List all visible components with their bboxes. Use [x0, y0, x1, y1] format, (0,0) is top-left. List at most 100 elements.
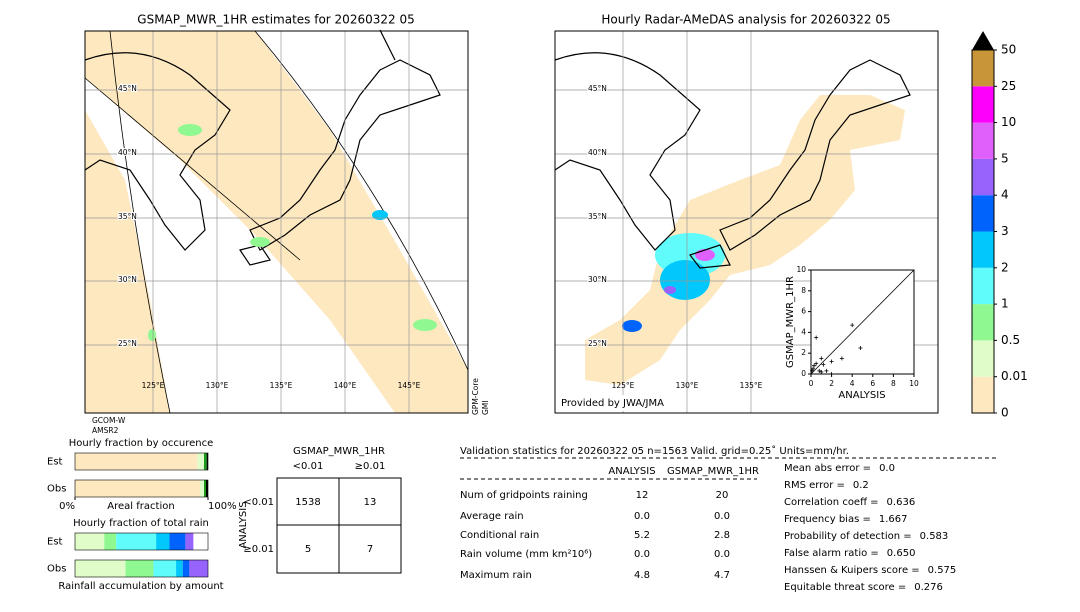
y-axis-label: GSMAP_MWR_1HR	[785, 276, 796, 368]
point	[839, 356, 844, 361]
score-label: Correlation coeff =	[784, 497, 879, 508]
column-header: ANALYSIS	[608, 466, 655, 477]
x-tick-label: 6	[870, 379, 875, 388]
color-band	[972, 340, 994, 377]
score-label: Equitable threat score =	[784, 582, 906, 593]
score-value: 0.583	[920, 531, 949, 542]
lon-label: 130°E	[206, 381, 229, 390]
colorbar-label: 0.5	[1001, 333, 1020, 347]
colorbar-label: 2	[1001, 260, 1009, 274]
y-tick-label: 8	[801, 286, 806, 295]
bar-segment	[176, 560, 183, 577]
stat-value: 0.0	[634, 549, 650, 560]
color-band	[972, 158, 994, 196]
left-map	[84, 29, 469, 414]
score-value: 0.2	[853, 480, 869, 491]
y-tick-label: 6	[801, 307, 806, 316]
stat-label: Num of gridpoints raining	[460, 490, 588, 501]
y-tick-label: 10	[796, 265, 806, 274]
point	[814, 361, 819, 366]
point	[850, 323, 855, 328]
cell: 13	[364, 497, 377, 508]
chart-title: Hourly fraction by occurence	[69, 438, 213, 449]
x-tick-label: 2	[829, 379, 834, 388]
y-tick-label: 4	[801, 327, 806, 336]
bar-segment	[116, 533, 157, 550]
rain	[413, 319, 437, 331]
lon-label: 125°E	[142, 381, 165, 390]
x-tick-label: 4	[850, 379, 855, 388]
bar-frame	[74, 479, 209, 498]
point	[821, 362, 826, 367]
color-band	[972, 376, 994, 413]
rain	[148, 329, 156, 341]
row-header: ≥0.01	[243, 544, 274, 555]
bar-segment	[206, 480, 208, 497]
lat-label: 40°N	[588, 148, 607, 157]
stat-label: Maximum rain	[460, 570, 532, 581]
bar-segment	[197, 453, 205, 470]
contingency-title: GSMAP_MWR_1HR	[293, 446, 385, 457]
score-label: False alarm ratio =	[784, 548, 879, 559]
x-tick-label: 0	[809, 379, 814, 388]
chart-title: Hourly fraction of total rain	[73, 518, 209, 529]
color-band	[972, 86, 994, 123]
lat-label: 30°N	[588, 275, 607, 284]
swath-gap	[85, 78, 395, 413]
bar-segment	[156, 533, 170, 550]
colorbar-label: 4	[1001, 188, 1009, 202]
map-title: GSMAP_MWR_1HR estimates for 20260322 05	[137, 13, 414, 27]
color-band	[972, 122, 994, 159]
colorbar-label: 5	[1001, 151, 1009, 165]
point	[858, 346, 863, 350]
y-tick-label: 0	[801, 369, 806, 378]
stat-value: 2.8	[714, 530, 730, 541]
color-band	[972, 231, 994, 268]
lon-label: 145°E	[398, 381, 421, 390]
swath-edge	[84, 30, 469, 414]
lat-label: 30°N	[118, 275, 137, 284]
stat-value: 0.0	[714, 549, 730, 560]
coastline	[84, 29, 441, 266]
map-frame	[84, 30, 469, 414]
bar-segment	[189, 560, 208, 577]
stat-value: 20	[716, 490, 729, 501]
bar-segment	[185, 533, 194, 550]
rain	[250, 237, 270, 247]
point	[829, 359, 834, 364]
bar-segment	[75, 453, 198, 470]
category-label: Obs	[47, 564, 66, 575]
score-value: 0.0	[879, 463, 895, 474]
x-tick-label: 100%	[208, 501, 237, 512]
colorbar-label: 1	[1001, 297, 1009, 311]
bar-segment	[75, 480, 201, 497]
color-band	[972, 267, 994, 305]
bar-segment	[182, 560, 190, 577]
bar-segment	[204, 480, 207, 497]
x-axis-label: Areal fraction	[107, 501, 174, 512]
stat-value: 0.0	[634, 511, 650, 522]
map-title: Hourly Radar-AMeDAS analysis for 2026032…	[601, 13, 890, 27]
lon-label: 130°E	[676, 381, 699, 390]
bar-frame	[74, 532, 209, 551]
stat-label: Average rain	[460, 511, 524, 522]
bar-segment	[206, 453, 208, 470]
point	[814, 335, 819, 340]
row-header: <0.01	[243, 497, 274, 508]
credit: Provided by JWA/JMA	[561, 398, 664, 409]
stat-label: Conditional rain	[460, 530, 539, 541]
score-value: 0.636	[887, 497, 916, 508]
cell: 5	[305, 544, 311, 555]
lat-label: 35°N	[118, 212, 137, 221]
rain	[622, 320, 642, 332]
stat-value: 5.2	[634, 530, 650, 541]
stat-value: 12	[636, 490, 649, 501]
lat-label: 35°N	[588, 212, 607, 221]
x-axis-label: ANALYSIS	[838, 390, 885, 401]
credit-bg	[557, 395, 669, 411]
swath-gap	[255, 31, 468, 370]
point	[829, 372, 834, 376]
bar-segment	[200, 480, 205, 497]
satellite: GMI	[481, 401, 490, 416]
